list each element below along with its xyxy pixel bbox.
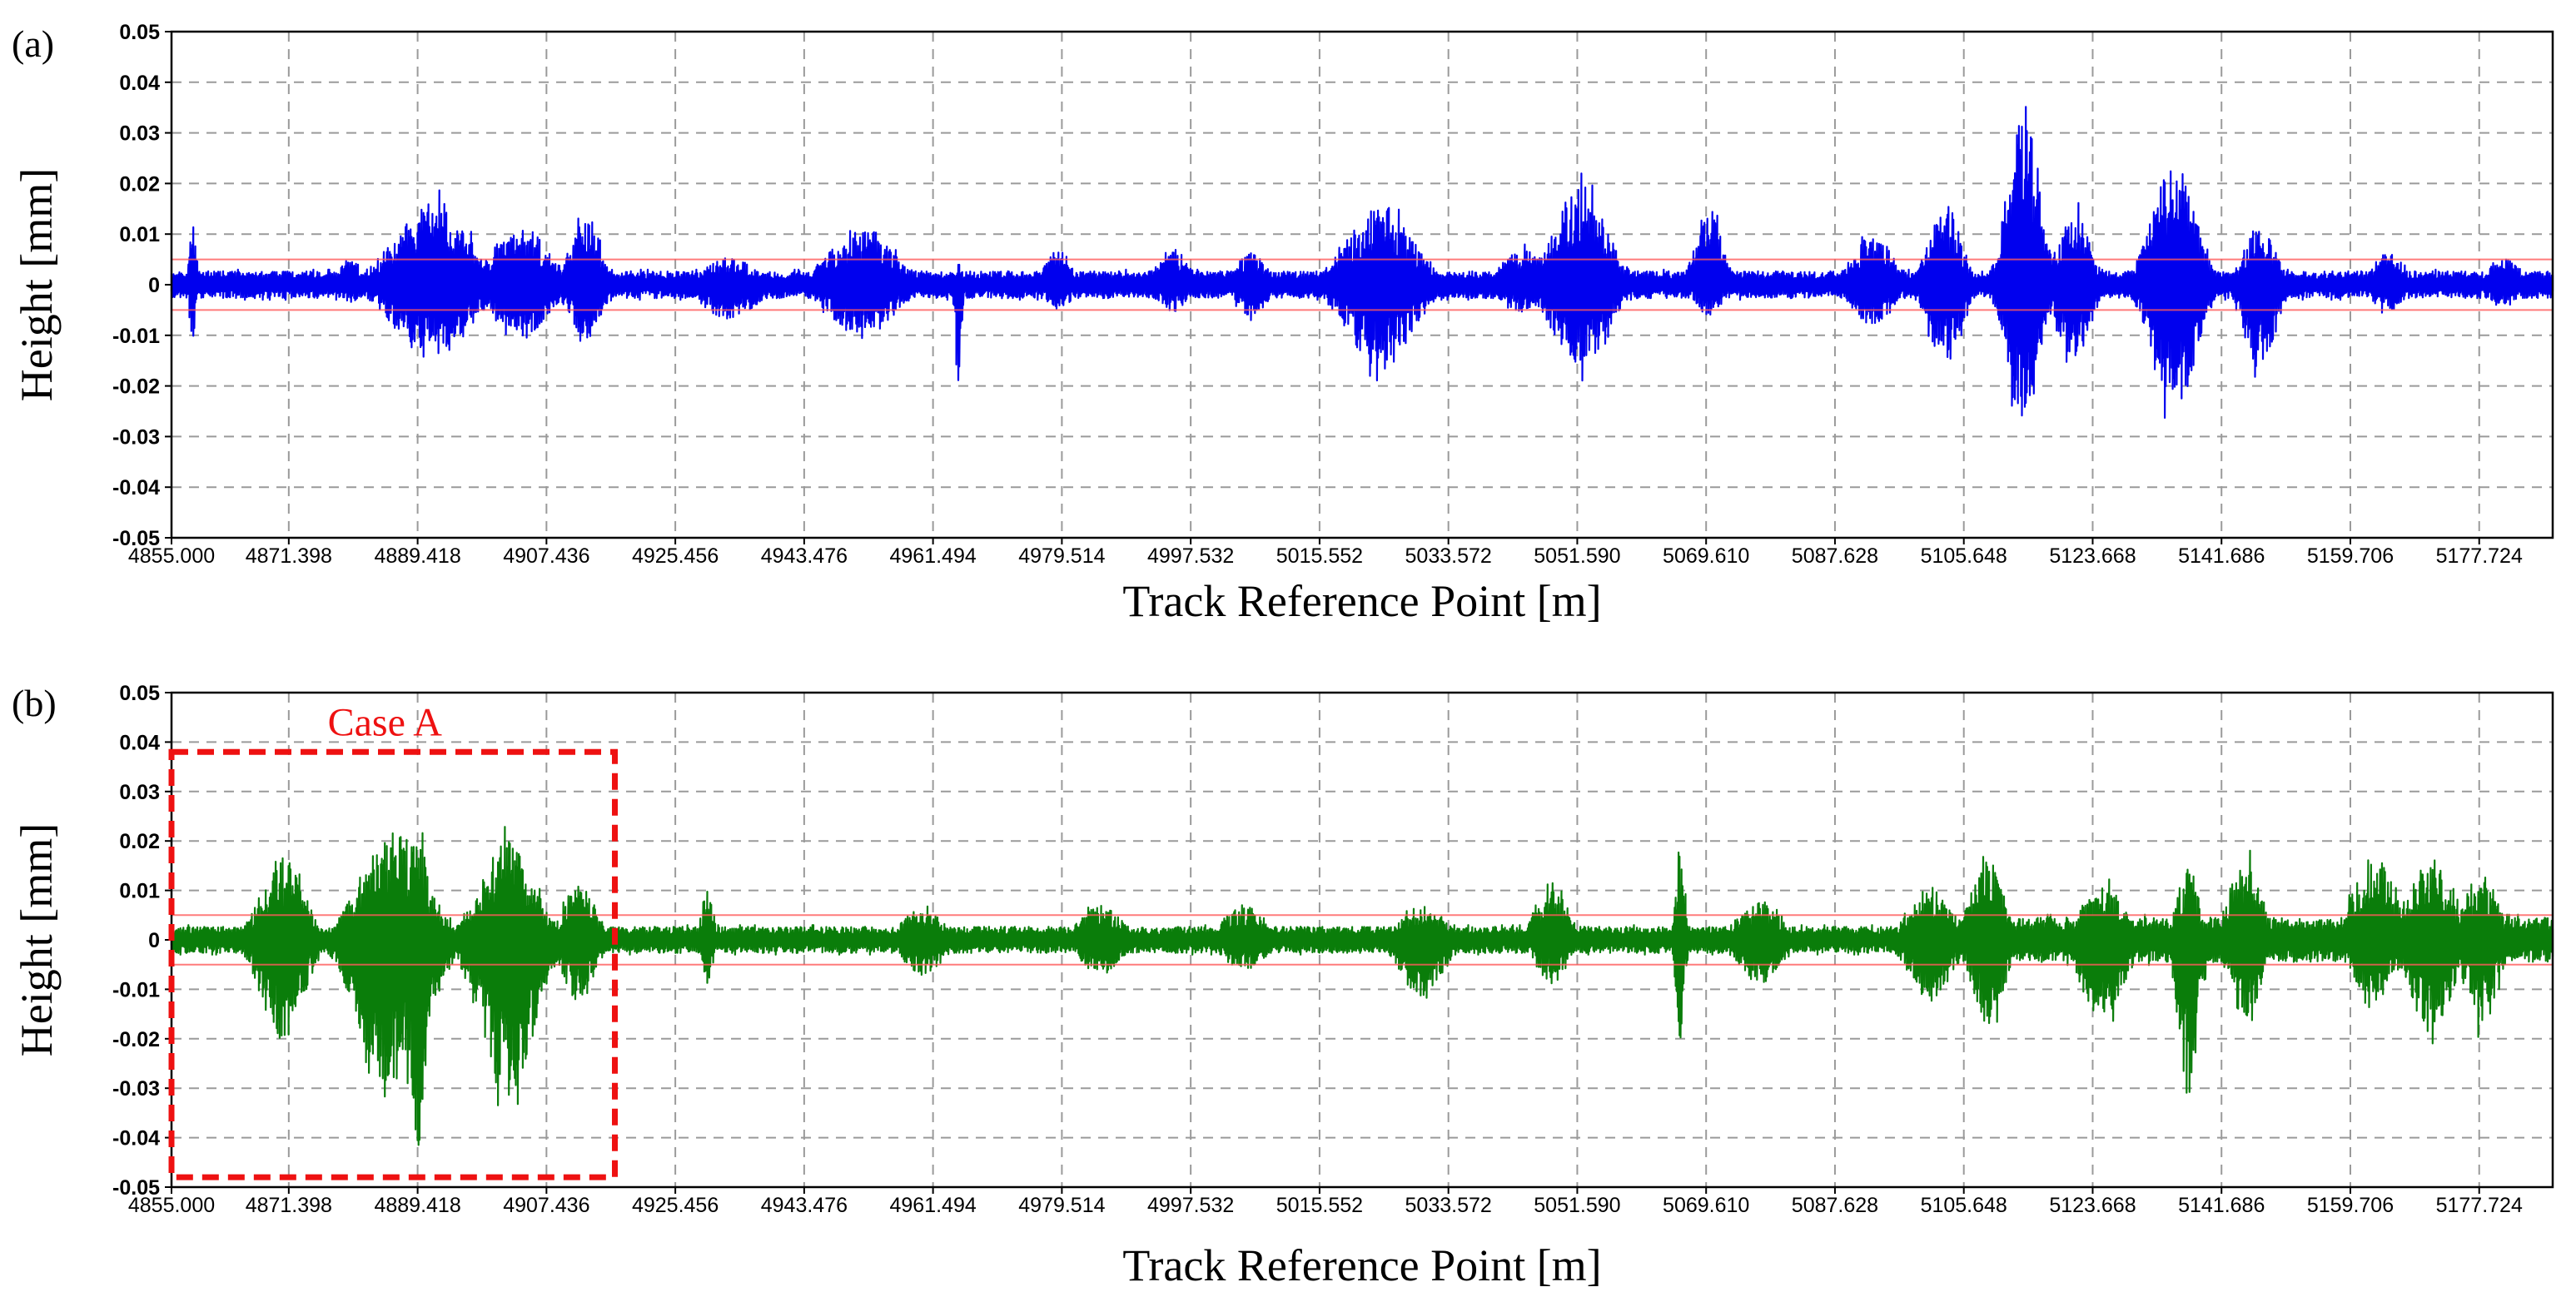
x-tick-label: 4979.514 <box>1018 1194 1105 1217</box>
x-tick-label: 4871.398 <box>246 1194 332 1217</box>
y-axis-label: Height [mm] <box>12 823 62 1056</box>
x-tick-label: 4907.436 <box>503 1194 589 1217</box>
panel-label: (a) <box>12 22 54 65</box>
y-tick-label: -0.01 <box>112 325 160 348</box>
y-tick-label: -0.01 <box>112 978 160 1001</box>
x-tick-label: 4855.000 <box>128 544 215 568</box>
y-tick-label: 0.05 <box>119 21 160 44</box>
x-tick-label: 4889.418 <box>374 544 460 568</box>
x-tick-label: 5105.648 <box>1921 1194 2007 1217</box>
x-tick-label: 4855.000 <box>128 1194 215 1217</box>
x-axis-label: Track Reference Point [m] <box>1122 1240 1601 1290</box>
x-tick-label: 5033.572 <box>1405 544 1492 568</box>
x-tick-label: 5087.628 <box>1792 544 1878 568</box>
x-tick-label: 4943.476 <box>761 544 848 568</box>
x-tick-label: 5087.628 <box>1792 1194 1878 1217</box>
x-tick-label: 5069.610 <box>1663 544 1749 568</box>
x-tick-label: 5141.686 <box>2178 1194 2265 1217</box>
x-tick-label: 5051.590 <box>1534 544 1620 568</box>
y-tick-label: -0.04 <box>112 1127 160 1150</box>
y-tick-label: 0.01 <box>119 223 160 246</box>
x-tick-label: 4925.456 <box>632 1194 719 1217</box>
x-tick-label: 4961.494 <box>889 544 976 568</box>
y-tick-label: -0.03 <box>112 425 160 449</box>
x-tick-label: 4961.494 <box>889 1194 976 1217</box>
x-tick-label: 4889.418 <box>374 1194 460 1217</box>
y-tick-label: 0 <box>148 929 160 952</box>
y-tick-label: 0.04 <box>119 72 160 95</box>
x-axis-label: Track Reference Point [m] <box>1122 576 1601 626</box>
x-tick-label: 5159.706 <box>2307 544 2394 568</box>
x-tick-label: 5015.552 <box>1276 544 1363 568</box>
x-tick-label: 4979.514 <box>1018 544 1105 568</box>
x-tick-label: 4997.532 <box>1147 1194 1234 1217</box>
y-tick-label: 0.02 <box>119 172 160 196</box>
x-tick-label: 5051.590 <box>1534 1194 1620 1217</box>
x-tick-label: 5123.668 <box>2049 544 2136 568</box>
y-tick-label: -0.03 <box>112 1077 160 1101</box>
y-tick-label: -0.02 <box>112 1028 160 1051</box>
case-a-highlight-box <box>168 748 618 1180</box>
x-tick-label: 5105.648 <box>1921 544 2007 568</box>
y-tick-label: 0.05 <box>119 682 160 705</box>
y-tick-label: -0.02 <box>112 375 160 399</box>
x-tick-label: 5177.724 <box>2436 544 2523 568</box>
y-tick-label: -0.05 <box>112 527 160 550</box>
x-tick-label: 4943.476 <box>761 1194 848 1217</box>
y-tick-label: 0.01 <box>119 880 160 903</box>
y-tick-label: 0 <box>148 274 160 297</box>
x-tick-label: 5141.686 <box>2178 544 2265 568</box>
x-tick-label: 5015.552 <box>1276 1194 1363 1217</box>
signal-series-line <box>170 106 2554 419</box>
signal-series-line <box>170 826 2554 1146</box>
chart-panel-a: 0.05 0.04 0.03 0.02 0.01 0 -0.01 -0.02 -0.03 -0.0… <box>12 21 2554 626</box>
y-tick-label: 0.04 <box>119 731 160 754</box>
y-tick-label: -0.05 <box>112 1176 160 1200</box>
x-tick-label: 5159.706 <box>2307 1194 2394 1217</box>
case-a-label: Case A <box>328 700 443 744</box>
x-tick-label: 5123.668 <box>2049 1194 2136 1217</box>
y-tick-label: 0.02 <box>119 830 160 853</box>
y-axis-label: Height [mm] <box>12 168 62 401</box>
x-tick-label: 4997.532 <box>1147 544 1234 568</box>
x-tick-label: 5177.724 <box>2436 1194 2523 1217</box>
x-tick-label: 5069.610 <box>1663 1194 1749 1217</box>
y-tick-label: 0.03 <box>119 122 160 146</box>
y-tick-label: -0.04 <box>112 476 160 499</box>
chart-panel-b: 0.05 0.04 0.03 0.02 0.01 0 -0.01 -0.02 -0.03 -0.0… <box>12 682 2554 1290</box>
x-tick-label: 4925.456 <box>632 544 719 568</box>
x-tick-label: 4871.398 <box>246 544 332 568</box>
panel-label: (b) <box>12 682 57 724</box>
x-tick-label: 4907.436 <box>503 544 589 568</box>
y-tick-label: 0.03 <box>119 781 160 804</box>
x-tick-label: 5033.572 <box>1405 1194 1492 1217</box>
